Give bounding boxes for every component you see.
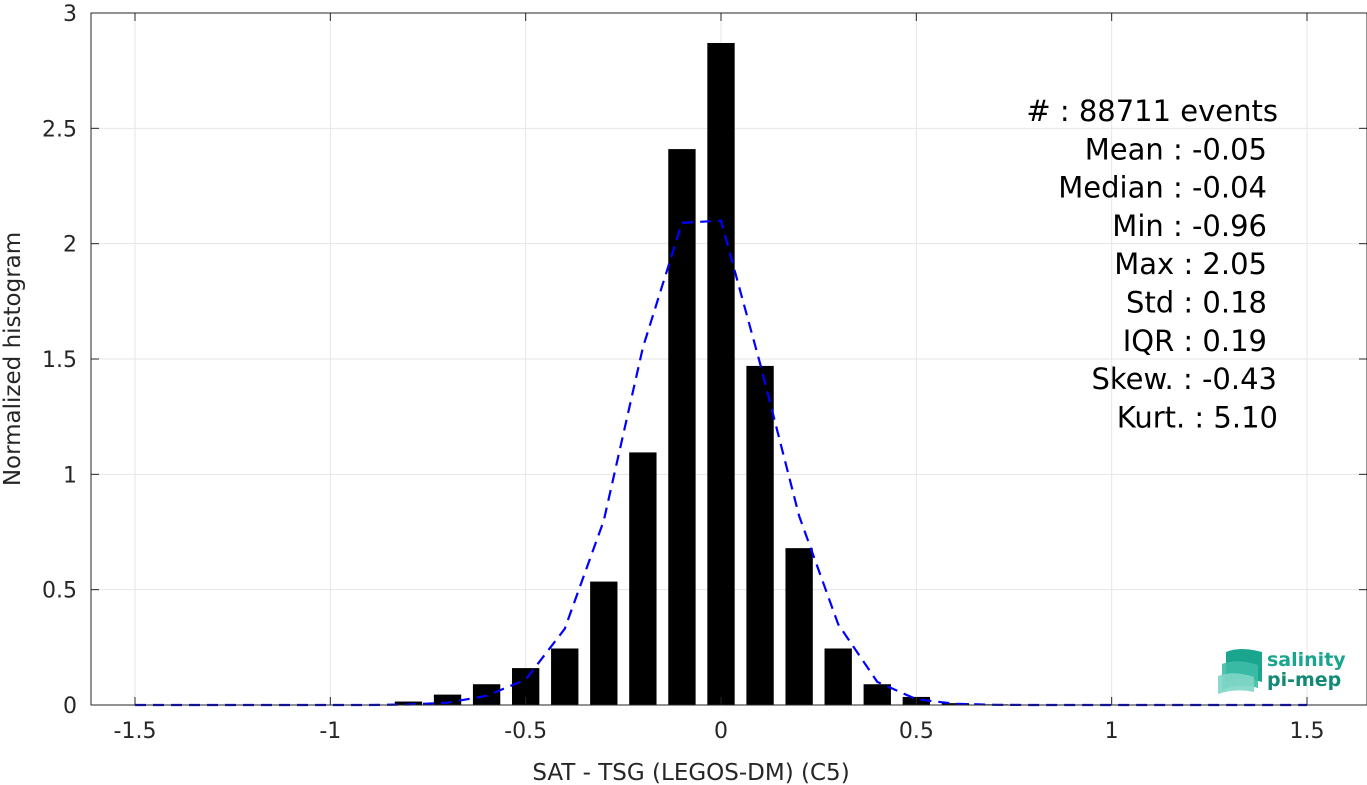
x-tick-label: -0.5 [504,719,547,744]
y-tick-label: 1 [63,463,77,488]
y-tick-label: 0 [63,694,77,719]
stats-line: Skew. : -0.43 [1091,362,1277,396]
y-tick-label: 1.5 [42,348,77,373]
stats-line: # : 88711 events [1026,94,1278,128]
y-axis-label: Normalized histogram [0,232,26,486]
histogram-bar [941,703,970,705]
y-tick-label: 2.5 [42,117,77,142]
x-tick-label: -1.5 [114,719,157,744]
x-tick-label: 1 [1105,719,1119,744]
histogram-bar [863,684,891,705]
histogram-bar [668,149,696,706]
x-axis: -1.5 -1 -0.5 0 0.5 1 1.5 [114,13,1325,744]
stats-line: Kurt. : 5.10 [1117,400,1278,434]
stats-line: Min : -0.96 [1112,209,1267,243]
histogram-bar [707,42,735,705]
stats-line: Mean : -0.05 [1085,132,1267,166]
histogram-bar [629,452,657,705]
y-axis: 0 0.5 1 1.5 2 2.5 3 [42,2,1367,719]
wave-logo-icon [1218,649,1262,694]
x-tick-label: 0.5 [899,719,934,744]
x-tick-label: -1 [319,719,341,744]
stats-line: IQR : 0.19 [1123,324,1267,358]
histogram-bar [746,365,774,705]
histogram-bar [551,648,579,705]
stats-line: Std : 0.18 [1126,286,1267,320]
fit-curve [135,219,1307,707]
histogram-bar [785,548,813,705]
histogram-bar [590,581,618,705]
stats-line: Max : 2.05 [1114,247,1267,281]
bar-series [394,42,1009,706]
logo-line1: salinity [1267,649,1346,671]
histogram-bar [824,648,852,705]
y-tick-label: 3 [63,2,77,27]
logo-line2: pi-mep [1267,669,1341,691]
x-tick-label: 1.5 [1290,719,1325,744]
x-axis-label: SAT - TSG (LEGOS-DM) (C5) [532,760,849,785]
histogram-bar [394,701,423,705]
stats-box: # : 88711 events Mean : -0.05 Median : -0.… [1026,94,1278,434]
y-tick-label: 2 [63,233,77,258]
stats-line: Median : -0.04 [1058,171,1267,205]
histogram-bar [433,694,462,705]
y-tick-label: 0.5 [42,579,77,604]
salinity-pi-mep-logo: salinity pi-mep [1218,649,1346,694]
x-tick-label: 0 [714,719,728,744]
